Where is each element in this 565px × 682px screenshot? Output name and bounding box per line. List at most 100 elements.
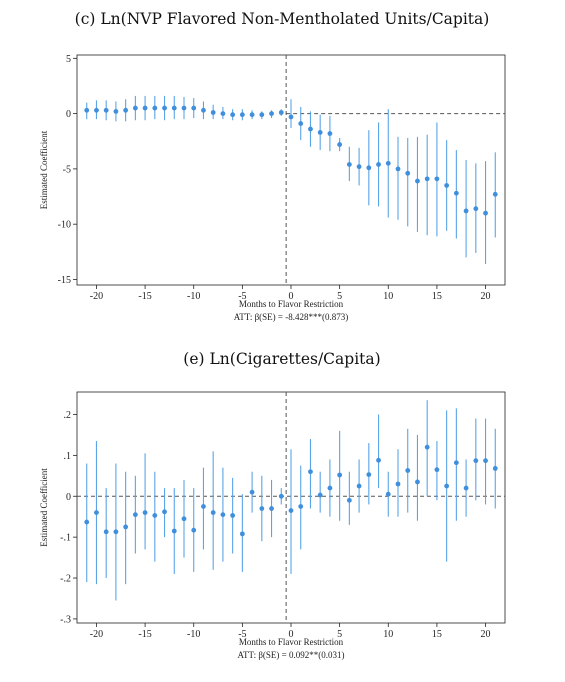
coefficient-point — [230, 513, 236, 518]
y-tick-label: .2 — [64, 410, 72, 421]
x-tick-label: 0 — [289, 629, 294, 640]
x-tick-label: 0 — [289, 291, 294, 302]
coefficient-point — [385, 160, 391, 166]
coefficient-point — [415, 479, 420, 485]
coefficient-point — [463, 208, 469, 214]
coefficient-point — [132, 105, 138, 111]
coefficient-point — [259, 506, 265, 511]
plot-frame — [76, 54, 506, 286]
coefficient-point — [444, 183, 450, 188]
coefficient-point — [453, 190, 459, 196]
coefficient-point — [201, 107, 206, 113]
coefficient-point — [103, 529, 109, 535]
coefficient-point — [337, 472, 343, 478]
coefficient-point — [356, 164, 362, 170]
coefficient-point — [327, 485, 333, 491]
coefficient-point — [492, 466, 498, 471]
y-axis-label: Estimated Coefficient — [39, 468, 49, 547]
coefficient-point — [94, 107, 99, 113]
coefficient-point — [220, 512, 226, 518]
x-tick-label: 5 — [337, 291, 342, 302]
coefficient-point — [298, 504, 304, 509]
coefficient-point — [249, 489, 255, 495]
coefficient-point — [191, 527, 197, 533]
x-tick-label: -20 — [90, 291, 103, 302]
coefficient-point — [317, 130, 323, 135]
coefficient-point — [473, 458, 479, 464]
x-tick-label: 15 — [432, 629, 442, 640]
coefficient-point — [298, 121, 304, 126]
coefficient-point — [405, 170, 411, 176]
x-axis-label: Months to Flavor Restriction — [239, 299, 344, 309]
coefficient-point — [337, 142, 343, 147]
coefficient-point — [181, 516, 187, 522]
coefficient-point — [376, 162, 381, 167]
coefficient-point — [132, 512, 138, 518]
coefficient-point — [492, 191, 498, 197]
coefficient-point — [483, 458, 488, 464]
coefficient-point — [230, 112, 236, 118]
coefficient-point — [278, 493, 284, 499]
x-tick-label: -20 — [90, 629, 103, 640]
coefficient-point — [142, 510, 148, 516]
coefficient-point — [366, 165, 372, 171]
y-tick-label: -5 — [63, 164, 71, 175]
coefficient-point — [385, 491, 391, 497]
coefficient-point — [103, 107, 109, 113]
coefficient-point — [201, 504, 206, 509]
y-tick-label: -.2 — [60, 574, 71, 585]
x-tick-label: 20 — [481, 629, 491, 640]
chart-title: (e) Ln(Cigarettes/Capita) — [183, 350, 380, 368]
coefficient-point — [288, 114, 294, 120]
coefficient-point — [434, 467, 440, 473]
coefficient-point — [171, 528, 177, 534]
coefficient-point — [123, 107, 129, 113]
coefficient-point — [288, 508, 294, 513]
x-tick-label: 15 — [432, 291, 442, 302]
y-tick-label: -.1 — [60, 533, 71, 544]
y-tick-label: -10 — [58, 220, 71, 231]
coefficient-point — [327, 131, 333, 136]
coefficient-point — [317, 492, 323, 498]
coefficient-point — [152, 513, 158, 518]
coefficient-point — [152, 105, 158, 111]
coefficient-point — [473, 206, 479, 212]
coefficient-point — [210, 510, 216, 516]
y-tick-label: .1 — [64, 451, 72, 462]
x-tick-label: -5 — [238, 291, 246, 302]
coefficient-point — [453, 460, 459, 466]
coefficient-point — [113, 529, 119, 535]
coefficient-point — [278, 110, 284, 115]
coefficient-point — [259, 112, 265, 118]
coefficient-point — [366, 472, 372, 477]
chart-title: (c) Ln(NVP Flavored Non-Mentholated Unit… — [75, 10, 490, 28]
att-note: ATT: β(SE) = 0.092**(0.031) — [238, 650, 345, 660]
coefficient-point — [395, 166, 401, 172]
coefficient-point — [483, 210, 488, 216]
coefficient-point — [210, 110, 216, 115]
coefficient-point — [395, 481, 401, 487]
coefficient-point — [123, 524, 129, 530]
x-tick-label: -5 — [238, 629, 246, 640]
coefficient-point — [239, 112, 245, 118]
coefficient-point — [424, 444, 430, 450]
x-tick-label: 5 — [337, 629, 342, 640]
x-tick-label: 10 — [383, 629, 393, 640]
coefficient-point — [463, 485, 469, 491]
x-tick-label: 10 — [383, 291, 393, 302]
y-tick-label: 0 — [66, 109, 71, 120]
x-tick-label: -15 — [138, 291, 151, 302]
coefficient-point — [434, 176, 440, 182]
y-tick-label: -.3 — [60, 614, 71, 625]
coefficient-point — [308, 469, 313, 475]
y-tick-label: -15 — [58, 275, 71, 286]
coefficient-point — [94, 510, 99, 516]
y-tick-label: 5 — [66, 54, 71, 65]
coefficient-point — [269, 506, 274, 511]
coefficient-point — [142, 105, 148, 111]
y-tick-label: 0 — [66, 492, 71, 503]
coefficient-point — [162, 105, 167, 111]
coefficient-point — [171, 105, 177, 111]
coefficient-point — [84, 519, 90, 525]
